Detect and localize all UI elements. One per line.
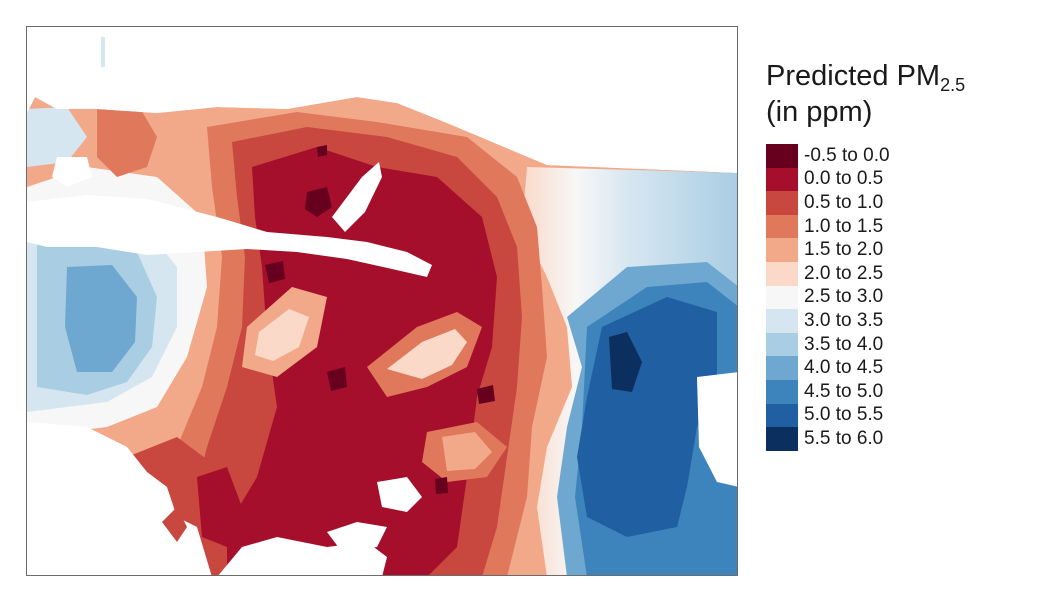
legend-title-subscript: 2.5: [940, 75, 966, 95]
water-bodies: [27, 27, 737, 575]
map-panel[interactable]: [26, 26, 738, 576]
legend-swatch: [766, 427, 798, 451]
legend-label: 4.0 to 4.5: [804, 357, 884, 379]
legend-label: 5.0 to 5.5: [804, 404, 884, 426]
legend-label: -0.5 to 0.0: [804, 144, 890, 166]
legend-title-units: (in ppm): [766, 96, 873, 128]
legend-title-text: Predicted PM: [766, 60, 941, 92]
legend-label: 3.5 to 4.0: [804, 333, 884, 355]
legend-swatch: [766, 167, 798, 192]
legend-item: 5.5 to 6.0: [766, 427, 1026, 451]
legend-item: 4.5 to 5.0: [766, 379, 1026, 404]
legend-label: 4.5 to 5.0: [804, 380, 884, 402]
legend-item: 1.0 to 1.5: [766, 214, 1026, 239]
legend-label: 5.5 to 6.0: [804, 427, 884, 449]
legend-item: 3.0 to 3.5: [766, 309, 1026, 333]
legend-swatch: [766, 214, 798, 239]
legend-item: 2.5 to 3.0: [766, 285, 1026, 310]
legend-label: 1.0 to 1.5: [804, 215, 884, 237]
legend-swatch: [766, 261, 798, 286]
legend-item: 2.0 to 2.5: [766, 261, 1026, 286]
legend-swatch: [766, 332, 798, 357]
legend-swatch: [766, 403, 798, 428]
prediction-surface-map: [27, 27, 737, 575]
legend-label: 2.5 to 3.0: [804, 286, 884, 308]
legend-swatch: [766, 309, 798, 333]
legend-label: 2.0 to 2.5: [804, 262, 884, 284]
legend-items: -0.5 to 0.0 0.0 to 0.5 0.5 to 1.0 1.0 to 1.…: [766, 144, 1026, 451]
legend-item: 0.5 to 1.0: [766, 191, 1026, 215]
legend-item: 0.0 to 0.5: [766, 167, 1026, 192]
map-legend: Predicted PM2.5 (in ppm) -0.5 to 0.0 0.0 …: [766, 58, 1026, 451]
legend-item: 5.0 to 5.5: [766, 403, 1026, 428]
legend-item: 3.5 to 4.0: [766, 332, 1026, 357]
legend-item: 4.0 to 4.5: [766, 356, 1026, 380]
legend-label: 1.5 to 2.0: [804, 239, 884, 261]
legend-label: 0.0 to 0.5: [804, 168, 884, 190]
legend-label: 0.5 to 1.0: [804, 191, 884, 213]
legend-swatch: [766, 285, 798, 310]
legend-swatch: [766, 191, 798, 215]
legend-swatch: [766, 356, 798, 380]
legend-swatch: [766, 144, 798, 168]
legend-item: 1.5 to 2.0: [766, 238, 1026, 262]
legend-item: -0.5 to 0.0: [766, 144, 1026, 168]
legend-swatch: [766, 238, 798, 262]
legend-swatch: [766, 379, 798, 404]
legend-label: 3.0 to 3.5: [804, 309, 884, 331]
legend-title: Predicted PM2.5: [766, 58, 1026, 94]
